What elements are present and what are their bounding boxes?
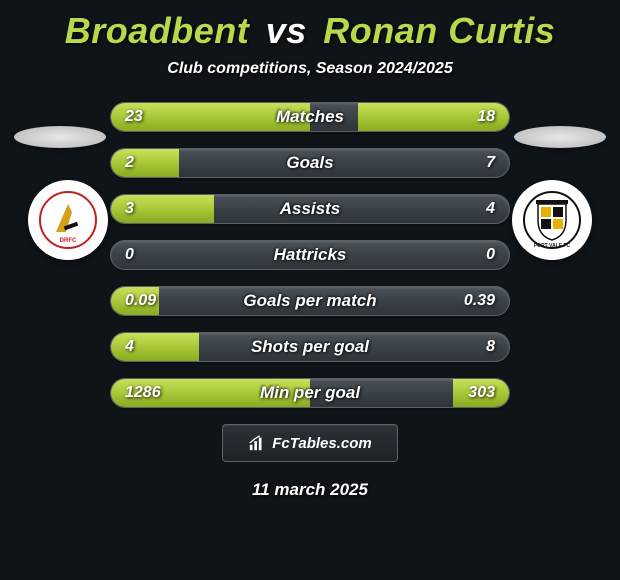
stat-row: 0.090.39Goals per match [110, 286, 510, 316]
page-title: Broadbent vs Ronan Curtis [0, 10, 620, 52]
player2-name: Ronan Curtis [323, 10, 555, 51]
content-area: DRFC PORT VALE FC 2318Matches 27Goals 34As… [0, 102, 620, 500]
chart-icon [248, 434, 266, 452]
svg-text:DRFC: DRFC [60, 238, 77, 244]
brand-badge[interactable]: FcTables.com [222, 424, 398, 462]
player1-name: Broadbent [65, 10, 250, 51]
crest-left-icon: DRFC [38, 190, 98, 250]
stat-label: Goals per match [111, 291, 509, 311]
stat-row: 48Shots per goal [110, 332, 510, 362]
stat-row: 27Goals [110, 148, 510, 178]
crest-right-icon: PORT VALE FC [522, 190, 582, 250]
stat-label: Hattricks [111, 245, 509, 265]
brand-text: FcTables.com [272, 435, 371, 452]
stat-label: Matches [111, 107, 509, 127]
date-label: 11 march 2025 [0, 480, 620, 500]
stat-row: 00Hattricks [110, 240, 510, 270]
vs-label: vs [266, 10, 307, 51]
subtitle: Club competitions, Season 2024/2025 [0, 60, 620, 78]
club-crest-left: DRFC [28, 180, 108, 260]
stat-label: Min per goal [111, 383, 509, 403]
stat-label: Goals [111, 153, 509, 173]
stat-label: Shots per goal [111, 337, 509, 357]
stats-comparison-card: Broadbent vs Ronan Curtis Club competiti… [0, 0, 620, 580]
svg-text:PORT VALE FC: PORT VALE FC [534, 243, 571, 249]
stat-label: Assists [111, 199, 509, 219]
stat-row: 1286303Min per goal [110, 378, 510, 408]
club-crest-right: PORT VALE FC [512, 180, 592, 260]
platform-oval-right [514, 126, 606, 148]
stat-bars: 2318Matches 27Goals 34Assists 00Hattricks 0.… [110, 102, 510, 408]
platform-oval-left [14, 126, 106, 148]
stat-row: 2318Matches [110, 102, 510, 132]
stat-row: 34Assists [110, 194, 510, 224]
